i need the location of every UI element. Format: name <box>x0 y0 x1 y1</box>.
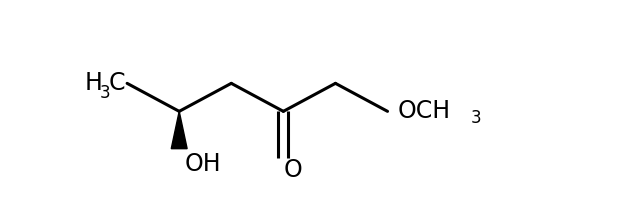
Text: OH: OH <box>184 152 221 176</box>
Text: O: O <box>284 158 303 182</box>
Text: 3: 3 <box>471 109 481 127</box>
Polygon shape <box>172 111 187 149</box>
Text: 3: 3 <box>100 84 111 102</box>
Text: H: H <box>85 71 103 95</box>
Text: OCH: OCH <box>397 99 451 123</box>
Text: C: C <box>109 71 125 95</box>
